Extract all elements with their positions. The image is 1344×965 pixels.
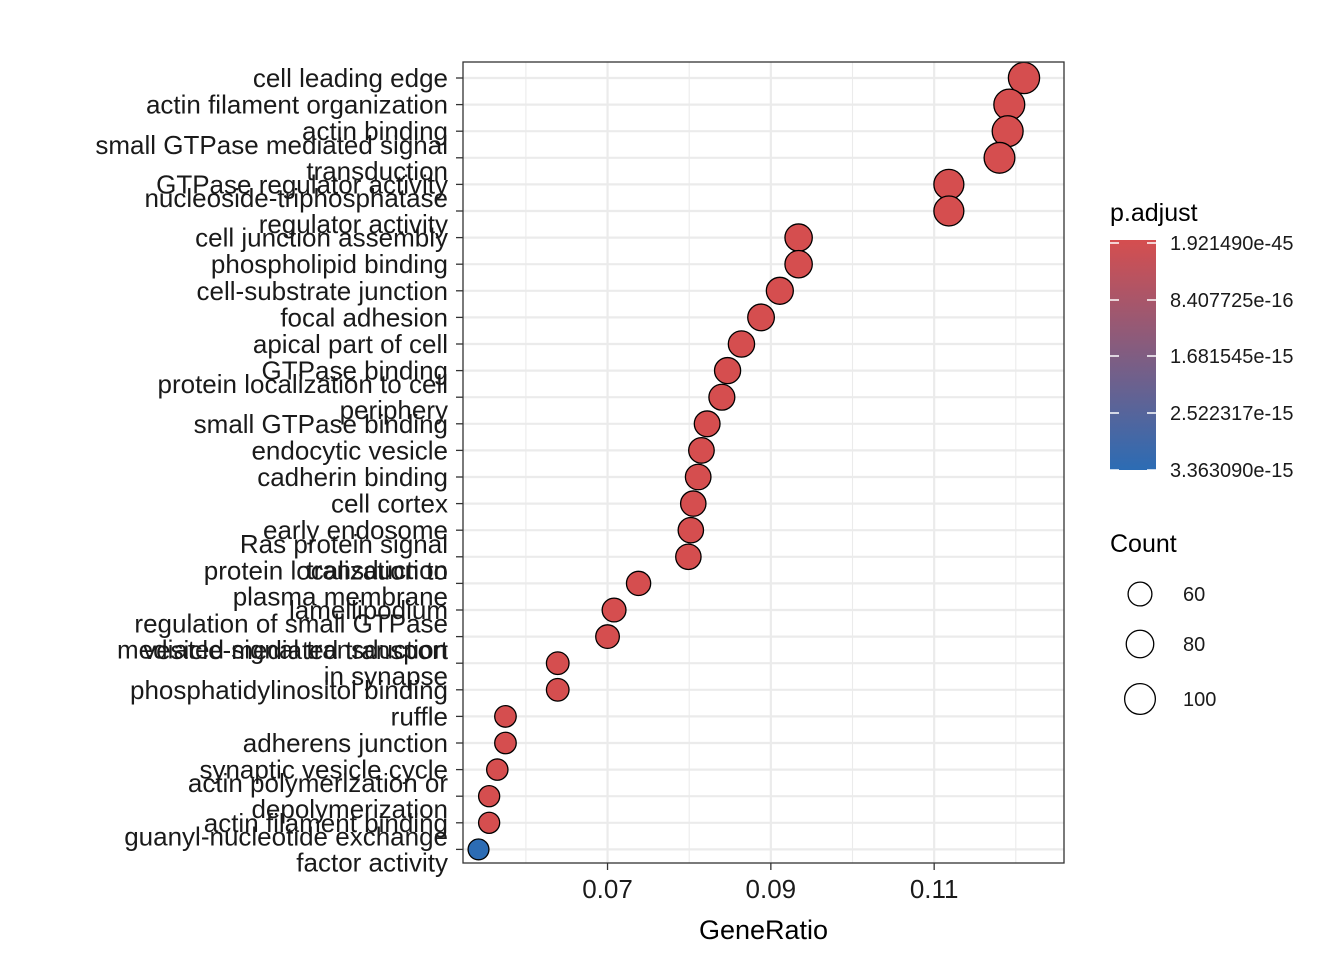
data-point: [784, 223, 813, 252]
size-legend-label: 100: [1183, 689, 1216, 711]
data-point: [601, 597, 627, 623]
y-tick-label: protein localization to: [204, 555, 448, 585]
y-tick-label: focal adhesion: [280, 302, 448, 332]
data-point: [625, 570, 652, 597]
y-tick-label: GTPase binding: [262, 356, 448, 386]
y-tick-label: small GTPase mediated signal: [95, 130, 448, 160]
y-tick-label: synaptic vesicle cycle: [199, 755, 448, 785]
y-tick-label: depolymerization: [251, 794, 448, 824]
data-point: [477, 811, 501, 834]
color-legend-label: 1.921490e-45: [1170, 233, 1293, 255]
data-point: [933, 168, 965, 201]
y-tick-label: cell cortex: [331, 489, 448, 519]
color-legend-title: p.adjust: [1110, 199, 1198, 227]
y-tick-label: mediated signal transduction: [117, 635, 448, 665]
y-tick-label: endocytic vesicle: [251, 435, 448, 465]
y-tick-label: plasma membrane: [233, 581, 448, 611]
data-point: [545, 677, 570, 702]
y-tick-label: periphery: [340, 395, 448, 425]
y-tick-label: cell leading edge: [253, 63, 448, 93]
data-point: [595, 624, 620, 650]
color-legend-label: 8.407725e-16: [1170, 290, 1293, 312]
data-point: [467, 838, 490, 861]
data-point: [727, 330, 756, 358]
x-tick-label: 0.09: [746, 874, 797, 904]
y-tick-label: small GTPase binding: [194, 409, 448, 439]
data-point: [765, 276, 794, 305]
y-tick-label: cell-substrate junction: [197, 276, 448, 306]
y-tick-label: guanyl-nucleotide exchange: [124, 821, 448, 851]
data-point: [747, 303, 776, 332]
color-legend-label: 2.522317e-15: [1170, 403, 1293, 425]
data-point: [713, 356, 742, 385]
y-tick-label: Ras protein signal: [240, 529, 448, 559]
y-tick-label: GTPase regulator activity: [156, 169, 448, 199]
data-point: [983, 141, 1016, 174]
y-tick-label: phospholipid binding: [211, 249, 448, 279]
data-point: [677, 516, 705, 544]
data-point: [494, 731, 517, 755]
y-tick-label: factor activity: [296, 847, 448, 877]
y-tick-label: nucleoside-triphosphatase: [144, 183, 448, 213]
size-legend-title: Count: [1110, 530, 1177, 558]
color-legend-label: 3.363090e-15: [1170, 460, 1293, 482]
data-point: [545, 651, 570, 676]
y-tick-label: in synapse: [324, 661, 448, 691]
data-point: [679, 490, 707, 517]
x-tick-label: 0.07: [582, 874, 633, 904]
y-tick-label: cadherin binding: [257, 462, 448, 492]
size-legend-key: [1125, 629, 1155, 659]
size-legend-label: 80: [1183, 634, 1205, 656]
y-tick-label: ruffle: [391, 701, 448, 731]
y-tick-label: protein localization to cell: [158, 369, 449, 399]
data-point: [1007, 61, 1041, 95]
data-point: [693, 410, 721, 438]
y-tick-label: actin binding: [302, 116, 448, 146]
data-point: [684, 463, 712, 491]
y-tick-label: transduction: [306, 156, 448, 186]
size-legend-label: 60: [1183, 584, 1205, 606]
data-point: [485, 758, 509, 781]
data-point: [708, 383, 736, 411]
data-point: [675, 543, 702, 571]
data-point: [784, 249, 813, 279]
y-tick-label: actin filament organization: [146, 90, 448, 120]
y-tick-label: cell junction assembly: [195, 223, 448, 253]
y-tick-label: early endosome: [263, 515, 448, 545]
data-point: [933, 195, 965, 227]
y-tick-label: actin filament binding: [204, 808, 448, 838]
y-tick-label: lamellipodium: [289, 595, 448, 625]
y-tick-label: regulator activity: [259, 209, 448, 239]
data-point: [688, 436, 715, 464]
y-tick-label: transduction: [306, 555, 448, 585]
x-tick-label: 0.11: [910, 874, 959, 904]
plot-panel-border: [462, 61, 1065, 864]
y-tick-label: phosphatidylinositol binding: [130, 675, 448, 705]
size-legend-key: [1127, 581, 1153, 607]
color-legend-label: 1.681545e-15: [1170, 346, 1293, 368]
x-axis-title: GeneRatio: [699, 915, 828, 945]
y-tick-label: actin polymerization or: [188, 768, 448, 798]
y-tick-label: adherens junction: [243, 728, 448, 758]
color-legend-bar: [1110, 240, 1156, 470]
y-tick-label: apical part of cell: [253, 329, 448, 359]
y-tick-label: regulation of small GTPase: [134, 609, 448, 639]
y-tick-label: vesicle-mediated transport: [143, 635, 449, 665]
data-point: [477, 785, 501, 808]
data-point: [494, 704, 517, 728]
size-legend-key: [1123, 682, 1157, 716]
